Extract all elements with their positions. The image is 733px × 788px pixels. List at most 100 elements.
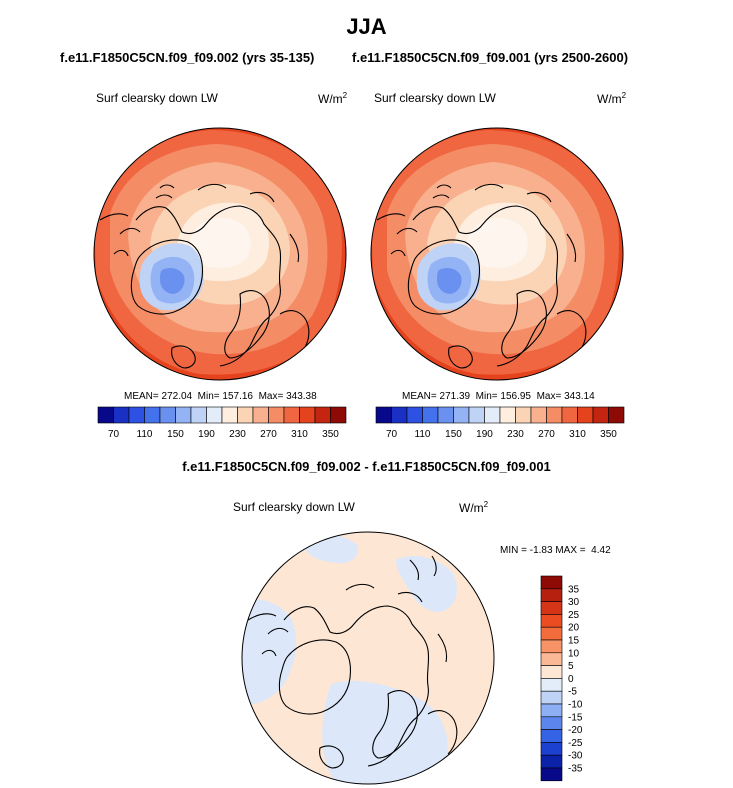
panel2-colorbar-tick-label: 70 (386, 429, 398, 440)
diff-colorbar-box (540, 614, 563, 628)
panel2-colorbar-tick-label: 230 (507, 429, 524, 440)
diff-colorbar-box (540, 767, 563, 782)
panel1-colorbar-box (252, 406, 269, 424)
diff-colorbar-tick-label: -35 (568, 764, 583, 775)
panel2-colorbar-box (406, 406, 423, 424)
panel2-colorbar-tick-label: 150 (445, 429, 462, 440)
diff-colorbar-tick-label: -15 (568, 712, 583, 723)
panel2-colorbar-box (484, 406, 501, 424)
diff-colorbar-tick-label: 10 (568, 648, 580, 659)
panel2-units: W/m2 (597, 91, 627, 106)
diff-colorbar-box (540, 742, 563, 756)
diff-colorbar-box (540, 626, 563, 641)
panel2-colorbar-tick-label: 350 (600, 429, 617, 440)
panel1-colorbar-box (299, 406, 316, 424)
figure-title: JJA (346, 14, 387, 39)
diff-map-border (241, 531, 495, 785)
panel1-colorbar-box (221, 406, 238, 424)
panel2-colorbar-box (422, 406, 439, 424)
panel1-variable-label: Surf clearsky down LW (96, 91, 218, 105)
diff-colorbar-tick-label: 35 (568, 584, 580, 595)
panel2-colorbar-box (592, 406, 609, 424)
diff-colorbar-tick-label: 5 (568, 661, 574, 672)
diff-map (242, 532, 494, 784)
diff-colorbar-tick-label: -30 (568, 751, 583, 762)
panel2-colorbar-box (546, 406, 563, 424)
panel1-colorbar-box (314, 406, 331, 424)
diff-colorbar-tick-label: 30 (568, 597, 580, 608)
panel1-colorbar-box (190, 406, 207, 424)
panel2-colorbar-box (561, 406, 578, 424)
diff-colorbar-box (540, 665, 563, 679)
panel2-colorbar-box (437, 406, 454, 424)
panel2-variable-label: Surf clearsky down LW (374, 91, 496, 105)
diff-units: W/m2 (459, 500, 489, 515)
panel1-map (94, 128, 346, 380)
panel2-map-border (370, 127, 624, 381)
panel2-colorbar-box (608, 406, 625, 424)
panel2-colorbar: 70 110 150 190 230 270 310 350 (375, 406, 625, 440)
diff-minmax: MIN = -1.83 MAX = 4.42 (500, 545, 611, 556)
panel1-colorbar-tick-label: 150 (167, 429, 184, 440)
diff-colorbar-box (540, 601, 563, 615)
diff-colorbar-tick-label: 0 (568, 674, 574, 685)
panel1-colorbar-box (175, 406, 192, 424)
diff-title: f.e11.F1850C5CN.f09_f09.002 - f.e11.F185… (182, 459, 551, 474)
panel2-colorbar-box (530, 406, 547, 424)
diff-colorbar-box (540, 690, 563, 705)
panel2-map (371, 128, 623, 380)
panel2-colorbar-box (375, 406, 392, 424)
panel1-colorbar-box (283, 406, 300, 424)
panel2-colorbar-box (577, 406, 594, 424)
diff-colorbar-box (540, 703, 563, 718)
panel1-colorbar-tick-label: 350 (322, 429, 339, 440)
diff-colorbar-tick-label: 15 (568, 636, 580, 647)
panel1-colorbar-box (97, 406, 114, 424)
panel2-stats: MEAN= 271.39 Min= 156.95 Max= 343.14 (402, 391, 595, 402)
panel1-colorbar-box (268, 406, 285, 424)
diff-colorbar-box (540, 678, 563, 692)
diff-colorbar-tick-label: -25 (568, 738, 583, 749)
panel1-colorbar-box (206, 406, 223, 424)
panel1-colorbar-tick-label: 70 (108, 429, 120, 440)
panel1-stats: MEAN= 272.04 Min= 157.16 Max= 343.38 (124, 391, 317, 402)
diff-colorbar-tick-label: -5 (568, 687, 577, 698)
panel2-colorbar-box (499, 406, 516, 424)
panel2-colorbar-box (453, 406, 470, 424)
panel1-colorbar-tick-label: 230 (229, 429, 246, 440)
diff-colorbar-box (540, 639, 563, 654)
panel2-colorbar-box (468, 406, 485, 424)
panel1-title: f.e11.F1850C5CN.f09_f09.002 (yrs 35-135) (60, 50, 315, 65)
panel1-colorbar-box (128, 406, 145, 424)
panel2-colorbar-tick-label: 190 (476, 429, 493, 440)
panel2-colorbar-tick-label: 310 (569, 429, 586, 440)
diff-colorbar-box (540, 652, 563, 666)
diff-colorbar-box (540, 729, 563, 743)
panel2-colorbar-tick-label: 110 (415, 429, 431, 440)
panel2-colorbar-box (515, 406, 532, 424)
diff-colorbar-box (540, 754, 563, 769)
diff-colorbar-tick-label: 25 (568, 610, 580, 621)
panel1-colorbar-tick-label: 110 (137, 429, 153, 440)
diff-variable-label: Surf clearsky down LW (233, 500, 355, 514)
panel1-colorbar-tick-label: 270 (260, 429, 277, 440)
diff-colorbar-tick-label: 20 (568, 623, 580, 634)
panel1-colorbar-box (159, 406, 176, 424)
panel1-colorbar-box (144, 406, 161, 424)
diff-colorbar-box (540, 575, 563, 590)
panel2-title: f.e11.F1850C5CN.f09_f09.001 (yrs 2500-26… (352, 50, 629, 65)
panel1-map-border (93, 127, 347, 381)
diff-colorbar-tick-label: -20 (568, 725, 583, 736)
diff-colorbar-box (540, 588, 563, 602)
panel1-colorbar-box (113, 406, 130, 424)
panel1-units: W/m2 (318, 91, 348, 106)
panel1-colorbar-box (330, 406, 347, 424)
panel1-colorbar-tick-label: 310 (291, 429, 308, 440)
diff-colorbar-tick-label: -10 (568, 700, 583, 711)
panel1-colorbar-box (237, 406, 254, 424)
diff-colorbar-box (540, 716, 563, 730)
panel1-colorbar-tick-label: 190 (198, 429, 215, 440)
panel1-colorbar: 70 110 150 190 230 270 310 350 (97, 406, 347, 440)
